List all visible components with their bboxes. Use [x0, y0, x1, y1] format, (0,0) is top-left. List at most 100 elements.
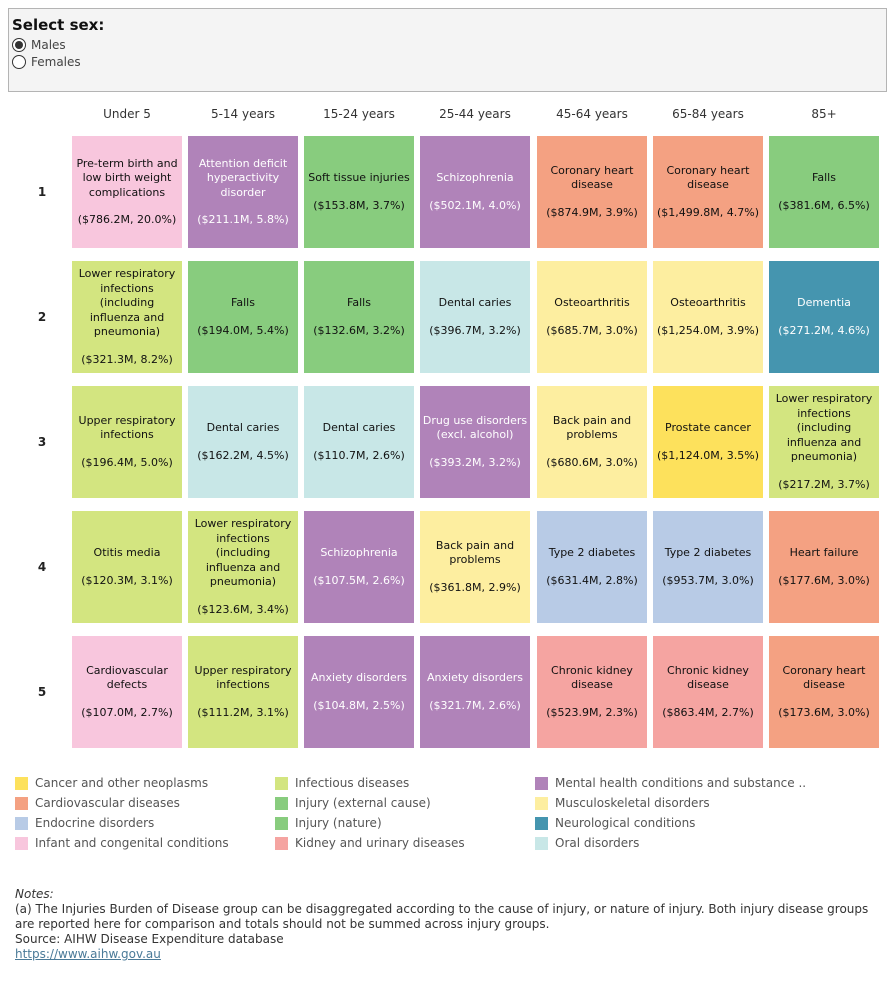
disease-cell[interactable]: Anxiety disorders ($104.8M, 2.5%): [304, 636, 414, 748]
notes: Notes: (a) The Injuries Burden of Diseas…: [15, 887, 885, 962]
disease-cell[interactable]: Type 2 diabetes ($631.4M, 2.8%): [537, 511, 647, 623]
disease-value: ($863.4M, 2.7%): [662, 705, 754, 719]
disease-name: Chronic kidney disease: [551, 663, 633, 692]
disease-cell[interactable]: Coronary heart disease ($1,499.8M, 4.7%): [653, 136, 763, 248]
legend-label: Cancer and other neoplasms: [35, 776, 209, 790]
legend-swatch: [275, 776, 288, 790]
disease-name: Attention deficit hyperactivity disorder: [198, 156, 288, 199]
legend-item[interactable]: Infectious diseases: [275, 776, 409, 790]
disease-cell[interactable]: Attention deficit hyperactivity disorder…: [188, 136, 298, 248]
disease-value: ($196.4M, 5.0%): [81, 455, 173, 469]
disease-cell[interactable]: Dental caries ($110.7M, 2.6%): [304, 386, 414, 498]
disease-value: ($217.2M, 3.7%): [778, 477, 870, 491]
disease-cell[interactable]: Chronic kidney disease ($523.9M, 2.3%): [537, 636, 647, 748]
disease-cell[interactable]: Soft tissue injuries ($153.8M, 3.7%): [304, 136, 414, 248]
radio-button-females[interactable]: [12, 55, 26, 69]
legend-item[interactable]: Oral disorders: [535, 836, 639, 850]
legend-label: Endocrine disorders: [35, 816, 155, 830]
disease-name: Back pain and problems: [552, 413, 632, 442]
disease-cell[interactable]: Lower respiratory infections (including …: [188, 511, 298, 623]
disease-cell[interactable]: Lower respiratory infections (including …: [769, 386, 879, 498]
disease-name: Osteoarthritis: [554, 296, 630, 309]
legend-swatch: [535, 776, 548, 790]
disease-name: Lower respiratory infections (including …: [775, 392, 873, 463]
disease-name: Upper respiratory infections: [194, 663, 292, 692]
disease-name: Anxiety disorders: [311, 671, 407, 684]
source-link[interactable]: https://www.aihw.gov.au: [15, 947, 161, 961]
disease-value: ($1,499.8M, 4.7%): [657, 205, 759, 219]
legend-item[interactable]: Cardiovascular diseases: [15, 796, 180, 810]
disease-value: ($1,124.0M, 3.5%): [657, 448, 759, 462]
radio-button-males[interactable]: [12, 38, 26, 52]
column-header: 25-44 years: [439, 107, 511, 121]
disease-cell[interactable]: Otitis media ($120.3M, 3.1%): [72, 511, 182, 623]
radio-label-males: Males: [31, 38, 66, 52]
disease-name: Coronary heart disease: [782, 663, 866, 692]
disease-value: ($393.2M, 3.2%): [429, 455, 521, 469]
disease-name: Chronic kidney disease: [667, 663, 749, 692]
disease-cell[interactable]: Falls ($132.6M, 3.2%): [304, 261, 414, 373]
disease-cell[interactable]: Drug use disorders (excl. alcohol) ($393.…: [420, 386, 530, 498]
disease-cell[interactable]: Cardiovascular defects ($107.0M, 2.7%): [72, 636, 182, 748]
legend-item[interactable]: Infant and congenital conditions: [15, 836, 229, 850]
disease-cell[interactable]: Chronic kidney disease ($863.4M, 2.7%): [653, 636, 763, 748]
disease-cell[interactable]: Pre-term birth and low birth weight comp…: [72, 136, 182, 248]
legend-item[interactable]: Neurological conditions: [535, 816, 695, 830]
legend-item[interactable]: Kidney and urinary diseases: [275, 836, 465, 850]
disease-cell[interactable]: Dental caries ($396.7M, 3.2%): [420, 261, 530, 373]
legend-swatch: [15, 796, 28, 810]
disease-name: Type 2 diabetes: [548, 546, 636, 559]
legend-swatch: [15, 776, 28, 790]
disease-cell[interactable]: Dementia ($271.2M, 4.6%): [769, 261, 879, 373]
disease-name: Prostate cancer: [665, 421, 751, 434]
disease-cell[interactable]: Lower respiratory infections (including …: [72, 261, 182, 373]
legend-item[interactable]: Injury (external cause): [275, 796, 431, 810]
disease-cell[interactable]: Back pain and problems ($680.6M, 3.0%): [537, 386, 647, 498]
legend-item[interactable]: Cancer and other neoplasms: [15, 776, 208, 790]
disease-value: ($502.1M, 4.0%): [429, 198, 521, 212]
legend-label: Infant and congenital conditions: [35, 836, 229, 850]
radio-option-males[interactable]: Males: [12, 38, 66, 52]
disease-name: Falls: [812, 171, 836, 184]
legend-swatch: [535, 816, 548, 830]
disease-cell[interactable]: Back pain and problems ($361.8M, 2.9%): [420, 511, 530, 623]
legend-item[interactable]: Injury (nature): [275, 816, 382, 830]
legend-label: Cardiovascular diseases: [35, 796, 180, 810]
legend-swatch: [275, 796, 288, 810]
disease-name: Schizophrenia: [320, 546, 398, 559]
disease-cell[interactable]: Coronary heart disease ($173.6M, 3.0%): [769, 636, 879, 748]
disease-value: ($162.2M, 4.5%): [197, 448, 289, 462]
disease-name: Coronary heart disease: [666, 163, 750, 192]
disease-value: ($194.0M, 5.4%): [197, 323, 289, 337]
disease-cell[interactable]: Anxiety disorders ($321.7M, 2.6%): [420, 636, 530, 748]
disease-cell[interactable]: Heart failure ($177.6M, 3.0%): [769, 511, 879, 623]
sex-selector: Select sex: Males Females: [8, 8, 887, 92]
disease-cell[interactable]: Schizophrenia ($502.1M, 4.0%): [420, 136, 530, 248]
legend-swatch: [275, 836, 288, 850]
legend-label: Musculoskeletal disorders: [555, 796, 710, 810]
disease-cell[interactable]: Falls ($381.6M, 6.5%): [769, 136, 879, 248]
radio-option-females[interactable]: Females: [12, 55, 81, 69]
legend-label: Mental health conditions and substance .…: [555, 776, 807, 790]
disease-cell[interactable]: Dental caries ($162.2M, 4.5%): [188, 386, 298, 498]
disease-cell[interactable]: Falls ($194.0M, 5.4%): [188, 261, 298, 373]
disease-cell[interactable]: Prostate cancer ($1,124.0M, 3.5%): [653, 386, 763, 498]
row-header: 3: [37, 435, 47, 449]
disease-value: ($680.6M, 3.0%): [546, 455, 638, 469]
row-header: 4: [37, 560, 47, 574]
disease-cell[interactable]: Upper respiratory infections ($196.4M, 5.…: [72, 386, 182, 498]
disease-name: Upper respiratory infections: [78, 413, 176, 442]
disease-cell[interactable]: Schizophrenia ($107.5M, 2.6%): [304, 511, 414, 623]
disease-value: ($1,254.0M, 3.9%): [657, 323, 759, 337]
legend-item[interactable]: Mental health conditions and substance .…: [535, 776, 806, 790]
disease-cell[interactable]: Osteoarthritis ($685.7M, 3.0%): [537, 261, 647, 373]
disease-name: Soft tissue injuries: [308, 171, 410, 184]
disease-cell[interactable]: Type 2 diabetes ($953.7M, 3.0%): [653, 511, 763, 623]
legend-item[interactable]: Endocrine disorders: [15, 816, 154, 830]
disease-cell[interactable]: Upper respiratory infections ($111.2M, 3.…: [188, 636, 298, 748]
disease-cell[interactable]: Osteoarthritis ($1,254.0M, 3.9%): [653, 261, 763, 373]
disease-cell[interactable]: Coronary heart disease ($874.9M, 3.9%): [537, 136, 647, 248]
legend-item[interactable]: Musculoskeletal disorders: [535, 796, 710, 810]
disease-name: Drug use disorders (excl. alcohol): [422, 413, 528, 442]
disease-value: ($123.6M, 3.4%): [197, 602, 289, 616]
